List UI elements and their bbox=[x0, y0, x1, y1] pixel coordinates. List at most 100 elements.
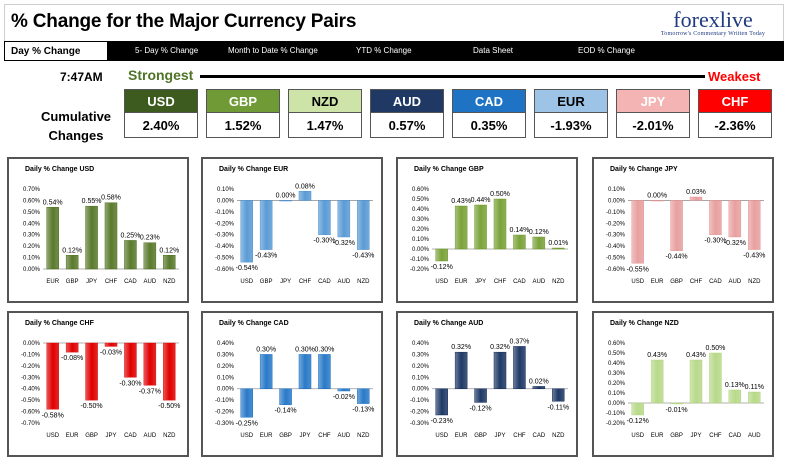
data-label: 0.25% bbox=[120, 232, 140, 239]
bar-jpy bbox=[298, 354, 312, 389]
timestamp: 7:47AM bbox=[60, 70, 103, 84]
currency-cumulative-value: -2.36% bbox=[698, 113, 772, 138]
bar-aud bbox=[143, 242, 157, 270]
currency-code: AUD bbox=[370, 89, 444, 113]
bar-chf bbox=[298, 191, 312, 201]
y-tick-label: 0.00% bbox=[412, 387, 430, 393]
x-tick-label: NZD bbox=[163, 433, 176, 439]
tab-eod-change[interactable]: EOD % Change bbox=[578, 46, 635, 55]
bar-usd bbox=[631, 200, 644, 264]
bar-gbp bbox=[85, 342, 98, 401]
bar-chf bbox=[104, 202, 118, 270]
strongest-label: Strongest bbox=[128, 67, 194, 83]
x-tick-label: CHF bbox=[709, 433, 722, 439]
y-tick-label: 0.30% bbox=[23, 233, 41, 239]
y-tick-label: -0.10% bbox=[410, 257, 430, 263]
data-label: -0.14% bbox=[274, 408, 296, 415]
y-tick-label: -0.60% bbox=[606, 267, 626, 273]
bar-gbp bbox=[670, 200, 683, 251]
data-label: -0.25% bbox=[236, 420, 258, 427]
x-tick-label: JPY bbox=[494, 433, 505, 439]
x-tick-label: AUD bbox=[338, 279, 351, 285]
forexlive-logo[interactable]: forexlive Tomorrow's Commentary Written … bbox=[657, 9, 769, 39]
data-label: 0.44% bbox=[471, 197, 491, 204]
currency-cumulative-value: 0.35% bbox=[452, 113, 526, 138]
x-tick-label: NZD bbox=[552, 279, 565, 285]
y-tick-label: 0.30% bbox=[412, 352, 430, 358]
data-label: 0.23% bbox=[140, 235, 160, 242]
currency-code: CHF bbox=[698, 89, 772, 113]
data-label: 0.30% bbox=[295, 346, 315, 353]
y-tick-label: -0.20% bbox=[215, 410, 235, 416]
currency-cumulative-value: -1.93% bbox=[534, 113, 608, 138]
header: % Change for the Major Currency Pairs fo… bbox=[4, 4, 784, 41]
x-tick-label: CAD bbox=[318, 279, 331, 285]
y-tick-label: -0.20% bbox=[215, 221, 235, 227]
chart-title: Daily % Change JPY bbox=[610, 166, 678, 173]
chart-panel-3: Daily % Change JPY -0.60% -0.50% -0.40% -0.3… bbox=[592, 157, 774, 303]
bar-cad bbox=[124, 240, 137, 270]
bar-chf bbox=[709, 352, 722, 404]
bar-chart: Daily % Change USD 0.00% 0.10% 0.20% 0.30% 0.… bbox=[23, 166, 179, 285]
data-label: -0.01% bbox=[665, 407, 687, 414]
weakest-label: Weakest bbox=[708, 69, 761, 84]
data-label: -0.30% bbox=[704, 238, 726, 245]
y-tick-label: -0.30% bbox=[215, 421, 235, 427]
data-label: -0.30% bbox=[313, 238, 335, 245]
x-tick-label: GBP bbox=[85, 433, 98, 439]
y-tick-label: 0.00% bbox=[608, 198, 626, 204]
currency-box-usd: USD 2.40% bbox=[124, 89, 198, 138]
x-tick-label: USD bbox=[435, 279, 448, 285]
x-tick-label: USD bbox=[46, 433, 59, 439]
bar-cad bbox=[318, 200, 331, 235]
bar-nzd bbox=[357, 388, 370, 404]
tab-ytd-change[interactable]: YTD % Change bbox=[356, 46, 412, 55]
tab-day-change[interactable]: Day % Change bbox=[4, 41, 108, 61]
data-label: 0.37% bbox=[509, 338, 529, 345]
currency-cumulative-value: 1.47% bbox=[288, 113, 362, 138]
currency-cumulative-value: 0.57% bbox=[370, 113, 444, 138]
x-tick-label: CHF bbox=[299, 279, 312, 285]
bar-chf bbox=[689, 196, 703, 201]
bar-jpy bbox=[279, 200, 292, 202]
strength-scale-line bbox=[200, 75, 705, 78]
data-label: 0.02% bbox=[529, 378, 549, 385]
bar-usd bbox=[631, 402, 644, 416]
data-label: 0.50% bbox=[490, 191, 510, 198]
bar-aud bbox=[143, 342, 157, 386]
data-label: 0.12% bbox=[159, 247, 179, 254]
x-tick-label: NZD bbox=[748, 279, 761, 285]
data-label: -0.23% bbox=[431, 418, 453, 425]
currency-code: CAD bbox=[452, 89, 526, 113]
chart-title: Daily % Change USD bbox=[25, 166, 94, 173]
bar-chart: Daily % Change JPY -0.60% -0.50% -0.40% -0.3… bbox=[606, 166, 765, 285]
x-tick-label: CHF bbox=[318, 433, 331, 439]
currency-code: EUR bbox=[534, 89, 608, 113]
x-tick-label: GBP bbox=[279, 433, 292, 439]
x-tick-label: GBP bbox=[670, 279, 683, 285]
y-tick-label: 0.00% bbox=[608, 401, 626, 407]
x-tick-label: CAD bbox=[533, 433, 546, 439]
y-tick-label: -0.20% bbox=[410, 267, 430, 273]
x-tick-label: CAD bbox=[513, 279, 526, 285]
tab-month-to-date-change[interactable]: Month to Date % Change bbox=[228, 46, 318, 55]
x-tick-label: USD bbox=[631, 433, 644, 439]
bar-gbp bbox=[65, 255, 79, 270]
y-tick-label: -0.30% bbox=[21, 375, 41, 381]
bar-usd bbox=[240, 388, 253, 418]
y-tick-label: 0.10% bbox=[608, 187, 626, 193]
x-tick-label: GBP bbox=[66, 279, 79, 285]
currency-box-nzd: NZD 1.47% bbox=[288, 89, 362, 138]
tab-data-sheet[interactable]: Data Sheet bbox=[473, 46, 514, 55]
tab-5-day-change[interactable]: 5- Day % Change bbox=[135, 46, 199, 55]
data-label: -0.37% bbox=[139, 388, 161, 395]
y-tick-label: 0.50% bbox=[608, 351, 626, 357]
currency-cumulative-value: -2.01% bbox=[616, 113, 690, 138]
currency-code: JPY bbox=[616, 89, 690, 113]
data-label: 0.30% bbox=[314, 346, 334, 353]
data-label: 0.11% bbox=[745, 384, 764, 391]
x-tick-label: USD bbox=[631, 279, 644, 285]
y-tick-label: 0.10% bbox=[217, 187, 235, 193]
y-tick-label: -0.60% bbox=[21, 410, 41, 416]
bar-nzd bbox=[163, 255, 176, 270]
